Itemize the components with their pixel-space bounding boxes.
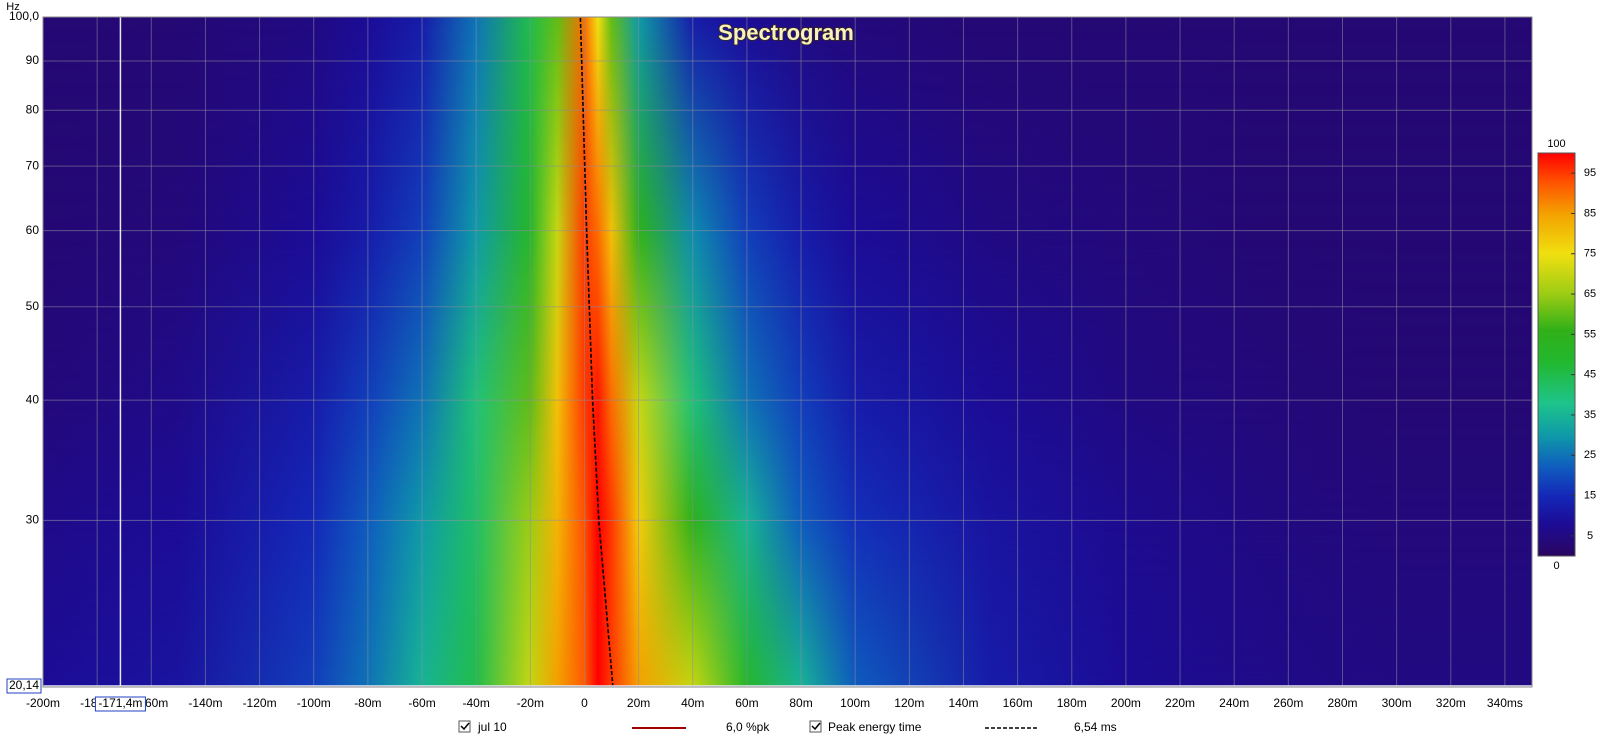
colorbar-tick-label: 65	[1584, 288, 1596, 300]
x-tick-label: 280m	[1327, 696, 1357, 710]
heatmap	[43, 17, 1532, 687]
y-tick-label: 30	[26, 513, 40, 527]
x-tick-label: 160m	[1003, 696, 1033, 710]
spectrogram-band-blend	[43, 520, 1532, 687]
cursor-y-box	[6, 678, 42, 694]
x-tick-label: 140m	[948, 696, 978, 710]
colorbar-tick-label: 55	[1584, 328, 1596, 340]
x-tick-label: 120m	[894, 696, 924, 710]
legend-value: 6,0 %pk	[726, 720, 770, 734]
spectrogram-band-blend	[43, 17, 1532, 231]
check	[460, 722, 470, 731]
colorbar-tick-label: 35	[1584, 409, 1596, 421]
check	[811, 722, 821, 731]
spectrogram-band-blend	[43, 230, 1532, 401]
y-tick-label: 50	[26, 299, 40, 313]
x-tick-label: -20m	[517, 696, 544, 710]
x-tick-label: 300m	[1382, 696, 1412, 710]
x-tick-label: 260m	[1273, 696, 1303, 710]
x-tick-label: -200m	[26, 696, 60, 710]
x-tick-label: 220m	[1165, 696, 1195, 710]
colorbar-tick-label: 15	[1584, 489, 1596, 501]
x-tick-label: 100m	[840, 696, 870, 710]
y-tick-label: 90	[26, 53, 40, 67]
overlay: -171,4m 20,14 0 5 15 25 35 45 55 65 75 85 95 100	[6, 16, 1596, 712]
x-tick-label: 40m	[681, 696, 704, 710]
x-tick-label: -40m	[462, 696, 489, 710]
cursor-y-label: 20,14	[9, 678, 39, 692]
x-tick-label: 60m	[735, 696, 758, 710]
x-tick-label: -80m	[354, 696, 381, 710]
colorbar-tick-label: 75	[1584, 248, 1596, 260]
checkbox[interactable]	[458, 720, 471, 733]
spectrogram-band-blend	[43, 400, 1532, 521]
x-tick-label: -140m	[188, 696, 222, 710]
y-tick-label: 70	[26, 158, 40, 172]
legend-label: jul 10	[477, 720, 507, 734]
cursor-x-box	[94, 696, 146, 712]
x-tick-label: 320m	[1436, 696, 1466, 710]
x-tick-label: 240m	[1219, 696, 1249, 710]
checkbox[interactable]	[809, 720, 822, 733]
legend-value: 6,54 ms	[1074, 720, 1117, 734]
chart-title: Spectrogram	[718, 20, 854, 45]
x-tick-label: -60m	[408, 696, 435, 710]
cursor-x-label: -171,4m	[98, 696, 142, 710]
colorbar-tick-label: 85	[1584, 207, 1596, 219]
colorbar-tick-label: 5	[1587, 530, 1593, 542]
x-tick-label: 200m	[1111, 696, 1141, 710]
x-tick-label: 0	[581, 696, 588, 710]
colorbar-tick-label: 0	[1553, 560, 1559, 572]
colorbar-tick-label: 100	[1547, 138, 1565, 150]
x-tick-label: 180m	[1057, 696, 1087, 710]
y-tick-label: 80	[26, 102, 40, 116]
legend: jul 10 6,0 %pk Peak energy time 6,54 ms	[458, 720, 1117, 734]
plot-frame	[42, 16, 1533, 688]
y-tick-label: 40	[26, 392, 40, 406]
colorbar	[1537, 152, 1576, 557]
x-tick-label: -100m	[297, 696, 331, 710]
y-axis-label: Hz	[6, 1, 19, 13]
y-tick-label: 60	[26, 223, 40, 237]
x-tick-label: 20m	[627, 696, 650, 710]
x-tick-label: -120m	[243, 696, 277, 710]
colorbar-tick-label: 45	[1584, 369, 1596, 381]
x-tick-label: 340ms	[1487, 696, 1523, 710]
colorbar-tick-label: 95	[1584, 167, 1596, 179]
peak-energy-line	[579, 16, 614, 688]
y-tick-label: 100,0	[9, 9, 39, 23]
legend-label: Peak energy time	[828, 720, 922, 734]
x-tick-label: 80m	[789, 696, 812, 710]
colorbar-tick-label: 25	[1584, 449, 1596, 461]
